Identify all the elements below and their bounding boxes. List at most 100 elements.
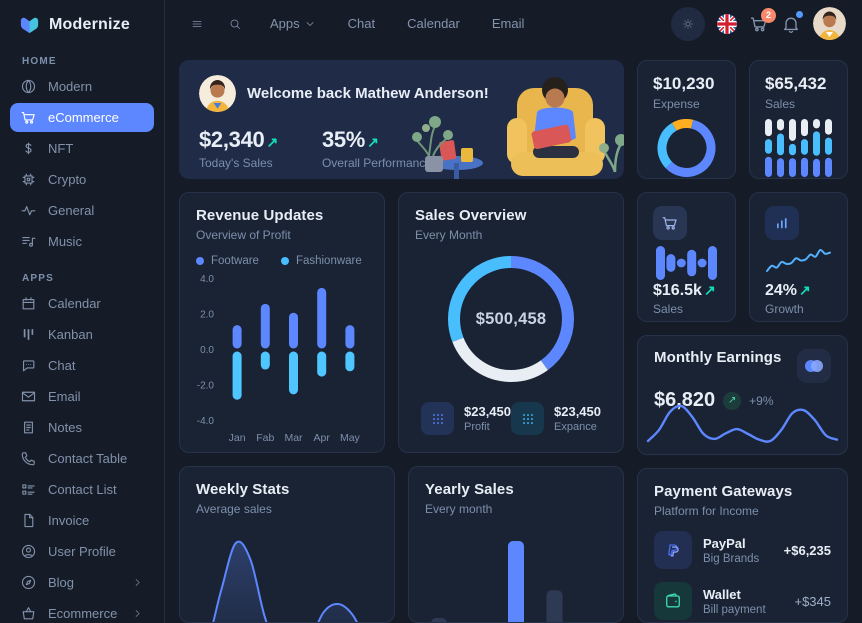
- revenue-bar-chart: 4.0 2.0 0.0 -2.0 -4.0 Jan Fab Mar Apr May: [196, 271, 368, 447]
- theme-toggle-button[interactable]: [671, 6, 705, 41]
- performance-label: Overall Performance: [321, 156, 432, 170]
- sidebar-item-label: General: [48, 203, 95, 218]
- app-title: Modernize: [49, 15, 130, 33]
- sales-overview-donut-chart: [448, 256, 574, 382]
- sidebar-item-chat[interactable]: Chat: [10, 351, 154, 380]
- main: Apps Chat Calendar Email: [165, 0, 862, 623]
- monthly-earnings-card: Monthly Earnings $6,820 ↗ +9%: [637, 335, 848, 455]
- sidebar-item-label: Invoice: [48, 513, 90, 528]
- sales-kpi-card: $65,432 Sales: [749, 60, 848, 179]
- sidebar-item-label: Music: [48, 234, 82, 249]
- sales-mini-card: $16.5k ↗ Sales: [637, 192, 736, 322]
- payment-row-paypal[interactable]: PayPal Big Brands +$6,235: [654, 531, 831, 569]
- sidebar-item-ecommerce-app[interactable]: Ecommerce: [10, 599, 154, 623]
- todays-sales-value: $2,340: [199, 127, 265, 152]
- sidebar-item-label: Ecommerce: [48, 606, 118, 621]
- cart-icon: [20, 109, 37, 126]
- growth-card: 24% ↗ Growth: [749, 192, 848, 322]
- nav-link-chat[interactable]: Chat: [335, 16, 388, 31]
- sidebar-section-apps: APPS: [22, 273, 55, 284]
- user-circle-icon: [20, 543, 37, 560]
- svg-text:Jan: Jan: [229, 432, 246, 444]
- payment-gateways-card: Payment Gateways Platform for Income Pay…: [637, 468, 848, 623]
- card-title: Sales Overview: [415, 207, 527, 224]
- chat-icon: [20, 357, 37, 374]
- performance-stat: 35% ↗ Overall Performance: [322, 127, 432, 170]
- profit-label: Profit: [464, 421, 490, 433]
- svg-text:May: May: [340, 432, 361, 444]
- chart-legend: Footware Fashionware: [196, 255, 368, 267]
- search-button[interactable]: [219, 8, 251, 40]
- mail-icon: [20, 388, 37, 405]
- sidebar-item-user-profile[interactable]: User Profile: [10, 537, 154, 566]
- legend-dot-fashionware: [280, 257, 289, 265]
- welcome-avatar: [199, 75, 236, 112]
- user-avatar[interactable]: [813, 7, 846, 40]
- payment-name: Wallet: [703, 586, 741, 602]
- sidebar-item-contact-list[interactable]: Contact List: [10, 475, 154, 504]
- svg-text:Mar: Mar: [284, 432, 303, 444]
- sidebar-item-contact-table[interactable]: Contact Table: [10, 444, 154, 473]
- sidebar-item-music[interactable]: Music: [10, 227, 154, 256]
- cpu-icon: [20, 171, 37, 188]
- expense-value: $10,230: [653, 74, 715, 93]
- payment-desc: Bill payment: [703, 603, 766, 616]
- nav-link-calendar[interactable]: Calendar: [394, 16, 473, 31]
- sidebar-item-label: Kanban: [48, 327, 93, 342]
- sidebar-item-label: User Profile: [48, 544, 116, 559]
- bar-chart-icon: [765, 206, 799, 240]
- compass-icon: [20, 574, 37, 591]
- sidebar-item-blog[interactable]: Blog: [10, 568, 154, 597]
- sidebar-item-label: Crypto: [48, 172, 87, 187]
- todays-sales-label: Today's Sales: [199, 156, 273, 170]
- sidebar-item-label: NFT: [48, 141, 74, 156]
- sidebar-item-kanban[interactable]: Kanban: [10, 320, 154, 349]
- notifications-button[interactable]: [781, 10, 803, 34]
- logo[interactable]: Modernize: [0, 0, 164, 40]
- calendar-icon: [20, 295, 37, 312]
- grid-dots-icon: [511, 402, 544, 435]
- trend-up-icon: ↗: [703, 282, 716, 298]
- logo-icon: [20, 17, 39, 34]
- payment-row-wallet[interactable]: Wallet Bill payment +$345: [654, 582, 831, 620]
- file-icon: [20, 512, 37, 529]
- earnings-toggle-button[interactable]: [797, 349, 831, 383]
- expense-label: Expense: [653, 97, 700, 111]
- cart-button[interactable]: 2: [749, 7, 776, 34]
- language-flag-button[interactable]: [717, 13, 737, 34]
- basket-icon: [20, 605, 37, 622]
- avatar-image: [813, 7, 846, 40]
- sidebar-item-notes[interactable]: Notes: [10, 413, 154, 442]
- legend-label: Footware: [211, 255, 259, 267]
- nav-link-label: Email: [491, 16, 525, 31]
- sidebar-item-label: eCommerce: [48, 110, 119, 125]
- sidebar-item-calendar[interactable]: Calendar: [10, 289, 154, 318]
- legend-label: Fashionware: [295, 255, 362, 267]
- nav-link-apps[interactable]: Apps: [257, 16, 329, 31]
- dollar-icon: [20, 140, 37, 157]
- sidebar-item-crypto[interactable]: Crypto: [10, 165, 154, 194]
- legend-dot-footware: [196, 257, 204, 265]
- svg-text:4.0: 4.0: [200, 274, 214, 285]
- sidebar-item-label: Email: [48, 389, 81, 404]
- welcome-card: Welcome back Mathew Anderson! $2,340 ↗ To…: [179, 60, 624, 179]
- sidebar-item-ecommerce[interactable]: eCommerce: [10, 103, 154, 132]
- menu-button[interactable]: [181, 8, 213, 40]
- sidebar-item-invoice[interactable]: Invoice: [10, 506, 154, 535]
- trend-up-badge-icon: ↗: [723, 391, 742, 410]
- payment-name: PayPal: [703, 535, 746, 551]
- welcome-title: Welcome back Mathew Anderson!: [247, 85, 489, 102]
- paypal-icon: [654, 531, 692, 569]
- yearly-bar-chart: [431, 535, 601, 622]
- sidebar-item-modern[interactable]: Modern: [10, 72, 154, 101]
- nav-link-email[interactable]: Email: [479, 16, 538, 31]
- sidebar-item-email[interactable]: Email: [10, 382, 154, 411]
- notification-dot: [796, 10, 803, 18]
- sun-icon: [682, 18, 694, 30]
- yearly-sales-card: Yearly Sales Every month: [408, 466, 624, 623]
- sidebar-item-nft[interactable]: NFT: [10, 134, 154, 163]
- earnings-delta: +9%: [749, 393, 774, 408]
- weekly-area-chart: [190, 539, 384, 622]
- sidebar-item-general[interactable]: General: [10, 196, 154, 225]
